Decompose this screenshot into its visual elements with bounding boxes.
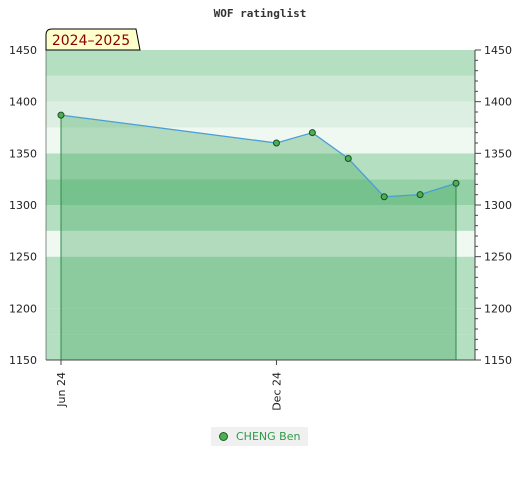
data-point — [452, 179, 460, 187]
y-tick-label-left: 1300 — [9, 199, 37, 212]
band-1375 — [46, 101, 475, 128]
y-tick-label-right: 1150 — [484, 354, 512, 367]
y-tick-label-left: 1400 — [9, 96, 37, 109]
legend-label: CHENG Ben — [236, 430, 301, 443]
y-tick-label-right: 1350 — [484, 147, 512, 160]
legend-marker-icon — [219, 432, 228, 441]
y-tick-label-right: 1450 — [484, 44, 512, 57]
y-tick-label-right: 1300 — [484, 199, 512, 212]
rating-bands — [46, 50, 475, 360]
band-1175 — [46, 308, 475, 335]
chart-title: WOF ratinglist — [214, 7, 307, 20]
band-1150 — [46, 334, 475, 360]
data-point — [57, 111, 65, 119]
band-1325 — [46, 153, 475, 180]
data-point — [344, 155, 352, 162]
band-1300 — [46, 179, 475, 205]
data-point — [308, 129, 316, 137]
y-tick-label-left: 1150 — [9, 354, 37, 367]
band-1250 — [46, 230, 475, 257]
x-tick-label: Dec 24 — [270, 372, 283, 411]
band-1275 — [46, 205, 475, 231]
y-tick-label-left: 1350 — [9, 147, 37, 160]
legend[interactable]: CHENG Ben — [211, 427, 309, 446]
band-1425 — [46, 50, 475, 76]
axes: 1450 1450 1400 1400 1350 1350 1300 1300 1250 1250… — [9, 44, 512, 411]
rating-area-fill — [61, 115, 456, 360]
season-label: 2024–2025 — [52, 33, 130, 49]
y-tick-label-right: 1200 — [484, 302, 512, 315]
data-point — [272, 139, 280, 147]
band-1225 — [46, 256, 475, 283]
band-1200 — [46, 282, 475, 309]
y-tick-label-left: 1200 — [9, 302, 37, 315]
data-point — [380, 193, 388, 201]
data-points — [57, 111, 460, 201]
band-1400 — [46, 75, 475, 102]
y-tick-label-right: 1400 — [484, 96, 512, 109]
season-badge: 2024–2025 — [45, 28, 141, 51]
y-tick-label-right: 1250 — [484, 251, 512, 264]
data-point — [416, 191, 424, 199]
x-tick-label: Jun 24 — [55, 372, 68, 408]
y-tick-label-left: 1250 — [9, 251, 37, 264]
y-tick-label-left: 1450 — [9, 44, 37, 57]
